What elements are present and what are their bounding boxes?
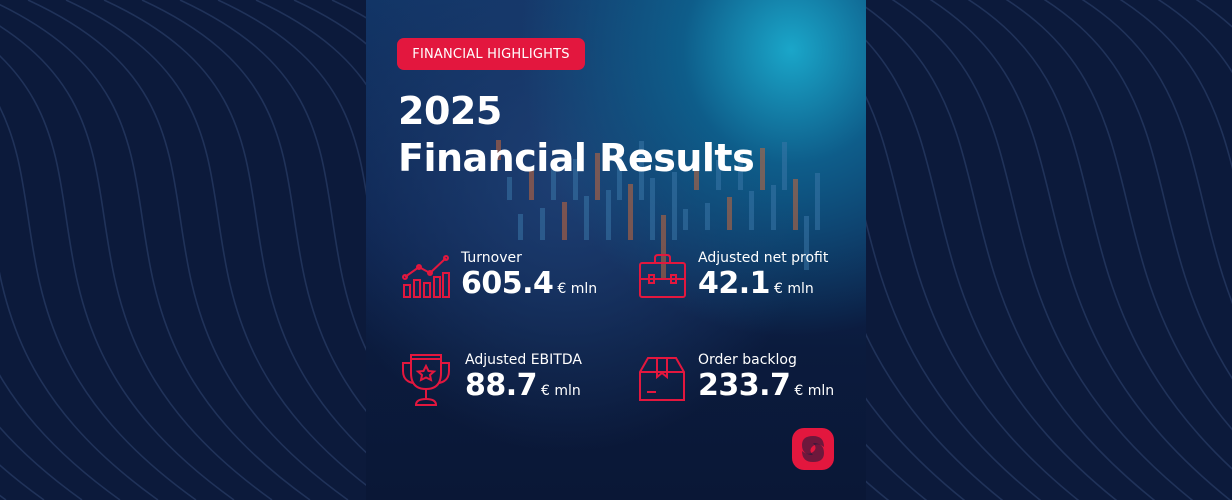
bar-chart-trend-icon bbox=[402, 255, 450, 298]
candle bbox=[507, 177, 512, 200]
stat-unit: € mln bbox=[557, 281, 598, 297]
wave-line bbox=[0, 271, 159, 500]
candle bbox=[661, 215, 666, 280]
wave-line bbox=[103, 0, 425, 500]
candle bbox=[694, 166, 699, 190]
candle bbox=[628, 184, 633, 240]
stat-unit: € mln bbox=[774, 281, 814, 297]
stat-unit: € mln bbox=[541, 383, 581, 399]
candle bbox=[551, 165, 556, 200]
wave-line bbox=[0, 55, 235, 500]
candle bbox=[584, 196, 589, 240]
wave-line bbox=[1005, 0, 1232, 431]
candle bbox=[595, 153, 600, 200]
stat-unit: € mln bbox=[794, 383, 835, 399]
wave-line bbox=[1081, 0, 1232, 304]
candle bbox=[782, 142, 787, 190]
candle bbox=[529, 171, 534, 200]
company-logo bbox=[792, 428, 834, 470]
wave-line bbox=[0, 106, 197, 500]
title-text: Financial Results bbox=[398, 136, 755, 180]
wave-line bbox=[0, 464, 45, 500]
title-year: 2025 bbox=[398, 89, 502, 133]
category-badge: FINANCIAL HIGHLIGHTS bbox=[397, 38, 585, 70]
wave-line bbox=[1195, 0, 1232, 29]
wave-line bbox=[891, 0, 1194, 500]
candle bbox=[804, 216, 809, 270]
stat-label: Adjusted EBITDA bbox=[465, 352, 582, 368]
candle bbox=[562, 202, 567, 240]
candle bbox=[606, 190, 611, 240]
candle bbox=[771, 185, 776, 230]
candle bbox=[716, 160, 721, 190]
page-title: 2025 Financial Results bbox=[398, 88, 755, 182]
candle bbox=[496, 140, 501, 160]
wave-line bbox=[0, 25, 273, 500]
box-icon bbox=[639, 357, 685, 401]
stat-order-backlog: Order backlog 233.7 € mln bbox=[698, 352, 834, 403]
wave-line bbox=[0, 494, 7, 500]
wave-line bbox=[1119, 0, 1232, 170]
wave-line bbox=[65, 0, 387, 500]
candle bbox=[815, 173, 820, 230]
candle bbox=[705, 203, 710, 230]
stat-ebitda: Adjusted EBITDA 88.7 € mln bbox=[465, 352, 582, 403]
candle bbox=[639, 141, 644, 200]
wave-line bbox=[1157, 0, 1232, 74]
wave-line bbox=[0, 373, 121, 500]
stat-label: Order backlog bbox=[698, 352, 797, 368]
wave-line bbox=[27, 0, 349, 500]
candle bbox=[518, 214, 523, 240]
trophy-icon bbox=[402, 354, 450, 406]
candle bbox=[650, 178, 655, 240]
candle bbox=[573, 159, 578, 200]
candle bbox=[793, 179, 798, 230]
wave-line bbox=[853, 0, 1156, 500]
stat-value: 233.7 bbox=[698, 368, 791, 403]
stat-value: 42.1 bbox=[698, 266, 771, 301]
candle bbox=[672, 172, 677, 240]
stat-value: 88.7 bbox=[465, 368, 538, 403]
candle bbox=[540, 208, 545, 240]
stat-net-profit: Adjusted net profit 42.1 € mln bbox=[698, 250, 828, 301]
candle bbox=[760, 148, 765, 190]
candle bbox=[617, 147, 622, 200]
stat-value: 605.4 bbox=[461, 266, 554, 301]
wave-line bbox=[0, 4, 311, 500]
stat-label: Turnover bbox=[461, 250, 522, 266]
highlight-panel: FINANCIAL HIGHLIGHTS 2025 Financial Resu… bbox=[366, 0, 866, 500]
wave-line bbox=[1043, 0, 1232, 380]
wave-line bbox=[967, 0, 1232, 470]
stat-turnover: Turnover 605.4 € mln bbox=[461, 250, 597, 301]
briefcase-icon bbox=[639, 254, 686, 298]
candle bbox=[683, 209, 688, 230]
candle bbox=[738, 154, 743, 190]
wave-line bbox=[929, 0, 1232, 500]
wave-line bbox=[0, 426, 83, 500]
stat-label: Adjusted net profit bbox=[698, 250, 829, 266]
candle bbox=[749, 191, 754, 230]
candle bbox=[727, 197, 732, 230]
